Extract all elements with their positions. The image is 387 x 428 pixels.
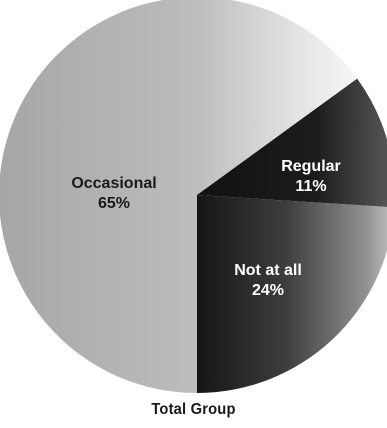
- pie-slice-not-at-all: [197, 195, 387, 393]
- pie-slice-occasional: [0, 0, 358, 393]
- slice-label-not-at-all: Not at all: [234, 262, 302, 279]
- pie-slice-regular: [197, 78, 387, 207]
- slice-label-occasional: Occasional: [71, 175, 156, 192]
- slice-value-occasional: 65%: [98, 195, 130, 212]
- chart-title: Total Group: [151, 401, 236, 418]
- slice-value-regular: 11%: [295, 178, 326, 195]
- slice-value-not-at-all: 24%: [252, 282, 284, 299]
- slice-label-regular: Regular: [281, 158, 341, 175]
